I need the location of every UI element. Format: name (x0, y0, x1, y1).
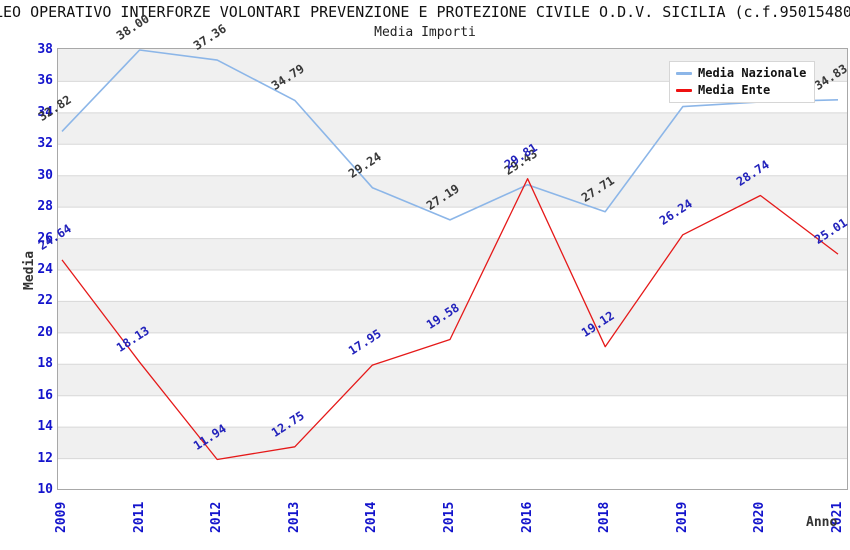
x-tick-label: 2019 (674, 501, 690, 533)
legend-label-ente: Media Ente (698, 83, 771, 97)
x-tick-label: 2020 (752, 501, 768, 533)
y-tick-label: 18 (37, 356, 53, 372)
y-tick-label: 30 (37, 167, 53, 183)
y-tick-label: 22 (37, 293, 53, 309)
legend-label-nazionale: Media Nazionale (698, 66, 807, 80)
y-tick-label: 32 (37, 136, 53, 152)
chart-subtitle: Media Importi (374, 25, 476, 40)
x-tick-label: 2013 (286, 501, 302, 533)
legend-item-ente: Media Ente (676, 83, 806, 97)
ente-line-swatch-icon (676, 88, 692, 92)
x-tick-label: 2011 (131, 501, 147, 533)
y-tick-label: 12 (37, 450, 53, 466)
y-tick-label: 36 (37, 73, 53, 89)
y-tick-label: 24 (37, 262, 53, 277)
y-axis-title: Media (22, 250, 37, 290)
y-tick-label: 16 (37, 387, 53, 403)
x-axis-title: Anno (806, 515, 838, 530)
x-tick-label: 2014 (364, 501, 380, 533)
nazionale-line-swatch-icon (676, 71, 692, 75)
y-tick-label: 26 (37, 230, 53, 246)
y-tick-label: 34 (37, 104, 53, 120)
y-tick-label: 38 (37, 42, 53, 57)
y-tick-label: 28 (37, 199, 53, 215)
chart-title: LEO OPERATIVO INTERFORZE VOLONTARI PREVE… (0, 3, 850, 21)
x-tick-label: 2016 (519, 501, 535, 533)
x-tick-label: 2009 (54, 501, 69, 533)
x-tick-label: 2018 (597, 501, 613, 533)
y-tick-label: 20 (37, 324, 53, 340)
x-tick-label: 2015 (442, 501, 457, 533)
legend: Media Nazionale Media Ente (669, 61, 816, 103)
y-tick-label: 14 (37, 419, 53, 435)
y-tick-label: 10 (37, 482, 53, 497)
x-tick-label: 2012 (209, 501, 225, 533)
legend-item-nazionale: Media Nazionale (676, 66, 806, 80)
